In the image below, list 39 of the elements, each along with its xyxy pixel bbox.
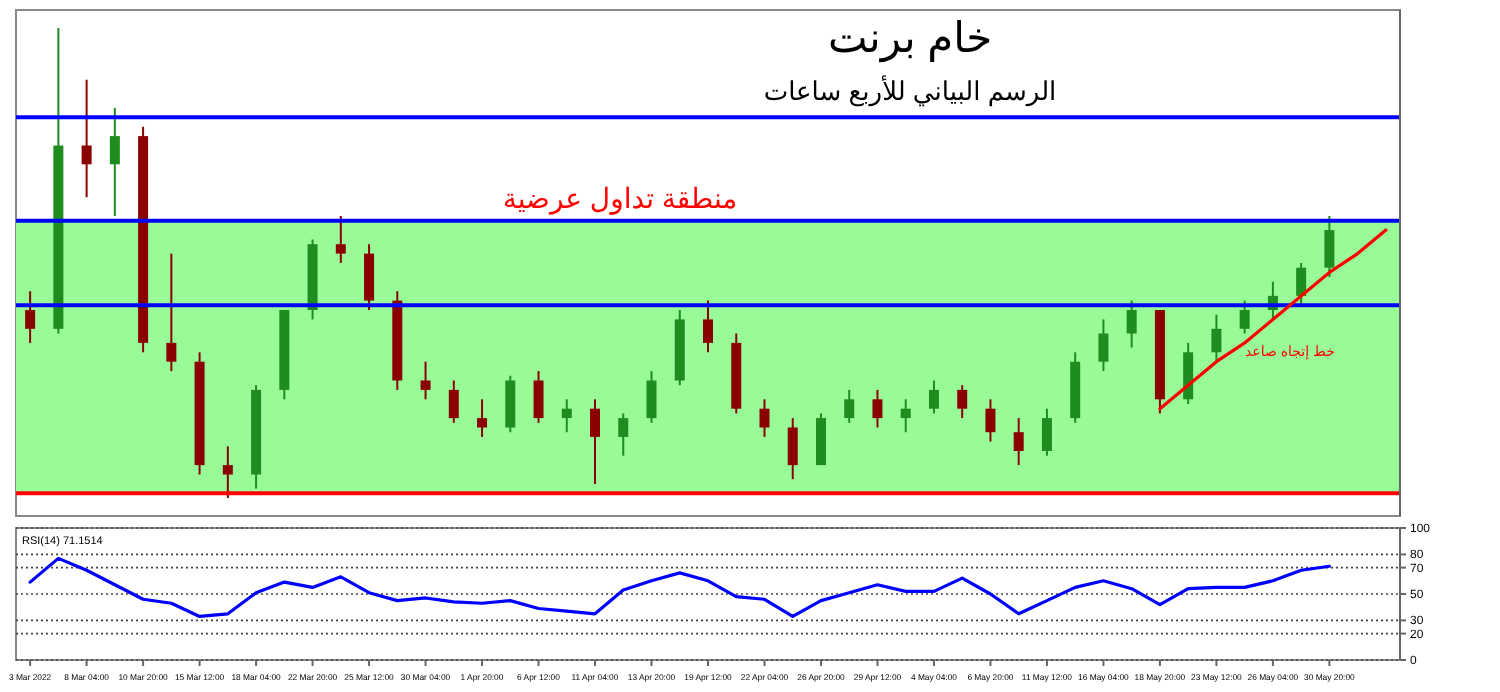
candlestick xyxy=(1126,299,1137,349)
candlestick xyxy=(25,290,36,344)
candlestick xyxy=(561,398,572,434)
candlestick xyxy=(872,388,883,429)
candlestick xyxy=(1324,215,1335,279)
candlestick xyxy=(1183,341,1194,405)
candlestick xyxy=(335,215,346,264)
candlestick xyxy=(985,398,996,443)
candlestick xyxy=(900,398,911,434)
candlestick xyxy=(759,398,770,438)
candlestick xyxy=(844,388,855,424)
candlestick xyxy=(505,374,516,434)
candlestick xyxy=(109,106,120,217)
candlestick xyxy=(1098,318,1109,373)
candlestick xyxy=(787,417,798,481)
candlestick xyxy=(448,379,459,424)
candlestick xyxy=(420,360,431,401)
candlestick xyxy=(590,398,601,485)
line-series xyxy=(28,556,1331,619)
candlestick xyxy=(222,445,233,499)
annotation: منطقة تداول عرضية xyxy=(502,182,738,216)
candlestick xyxy=(1296,262,1307,307)
candlestick xyxy=(928,379,939,415)
candlestick xyxy=(815,412,826,467)
candlestick xyxy=(364,243,375,311)
candlestick xyxy=(1211,313,1222,363)
chart-title: خام برنت xyxy=(827,16,993,64)
candlestick xyxy=(166,252,177,373)
candlestick xyxy=(646,370,657,424)
candlestick xyxy=(533,370,544,424)
candlestick xyxy=(1041,407,1052,457)
candlestick xyxy=(1239,299,1250,335)
candlestick xyxy=(618,412,629,457)
candlestick xyxy=(81,78,92,199)
candlestick xyxy=(957,384,968,420)
text: الرسم البياني للأربع ساعات xyxy=(763,74,1057,108)
candlestick xyxy=(477,398,488,438)
candlestick xyxy=(703,299,713,354)
candlestick xyxy=(1013,417,1024,467)
